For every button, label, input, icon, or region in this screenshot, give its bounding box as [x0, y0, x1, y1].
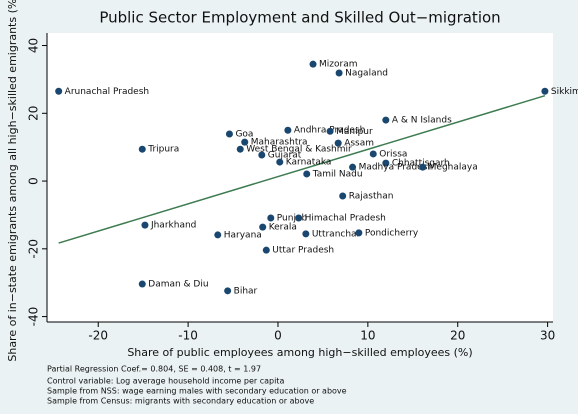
- point: [262, 246, 270, 254]
- point: [419, 163, 427, 171]
- point-label: Gujarat: [268, 150, 302, 160]
- point: [224, 287, 232, 295]
- point-label: Meghalaya: [429, 163, 478, 173]
- point-label: Assam: [344, 139, 374, 149]
- point-label: Goa: [235, 129, 253, 139]
- point: [355, 229, 363, 237]
- point-label: Madhya Pradesh: [359, 163, 434, 173]
- x-tick-label: 20: [450, 329, 465, 343]
- point: [214, 231, 222, 239]
- point: [236, 145, 244, 153]
- point: [541, 87, 549, 95]
- fit-line: [58, 94, 546, 244]
- point-label: Sikkim: [551, 87, 578, 97]
- point-label: Himachal Pradesh: [305, 213, 386, 223]
- point: [267, 214, 275, 222]
- point-label: Nagaland: [345, 68, 388, 78]
- point: [141, 221, 149, 229]
- point: [295, 214, 303, 222]
- y-tick-label: 20: [27, 106, 41, 121]
- note: Control variable: Log average household …: [47, 377, 284, 386]
- point: [303, 170, 311, 178]
- note: Partial Regression Coef.= 0.804, SE = 0.…: [47, 365, 261, 374]
- note: Sample from NSS: wage earning males with…: [47, 387, 347, 396]
- x-tick-label: 0: [274, 329, 282, 343]
- point: [382, 116, 390, 124]
- point-label: Uttranchal: [312, 229, 359, 239]
- point: [259, 223, 267, 231]
- point: [369, 150, 377, 158]
- point-label: Punjab: [277, 213, 308, 223]
- point: [309, 60, 317, 68]
- point-label: Maharashtra: [251, 138, 308, 148]
- y-axis-title: Share of in−state emigrants among all hi…: [6, 0, 19, 362]
- point-label: Karnataka: [286, 158, 332, 168]
- note: Sample from Census: migrants with second…: [47, 397, 314, 406]
- point: [258, 151, 266, 159]
- y-tick-label: 0: [27, 177, 41, 185]
- point: [334, 139, 342, 147]
- point: [284, 126, 292, 134]
- x-tick-label: -20: [88, 329, 108, 343]
- point-label: Kerala: [269, 223, 297, 233]
- point: [326, 127, 334, 135]
- point: [339, 192, 347, 200]
- point: [138, 145, 146, 153]
- point: [335, 69, 343, 77]
- point: [302, 230, 310, 238]
- point-label: Arunachal Pradesh: [65, 87, 149, 97]
- point-label: Haryana: [224, 230, 262, 240]
- point-label: A & N Islands: [392, 116, 452, 126]
- point: [225, 130, 233, 138]
- point-label: Jharkhand: [150, 221, 196, 231]
- point-label: Orissa: [379, 149, 407, 159]
- point: [138, 280, 146, 288]
- x-tick-label: 30: [540, 329, 555, 343]
- point-label: Uttar Pradesh: [272, 246, 334, 256]
- plot-area: [47, 33, 553, 322]
- point-label: Tamil Nadu: [312, 169, 363, 179]
- point: [349, 163, 357, 171]
- x-tick-label: 10: [360, 329, 375, 343]
- y-tick-label: 40: [27, 38, 41, 53]
- point: [276, 158, 284, 166]
- point-label: Pondicherry: [365, 228, 419, 238]
- x-axis-title: Share of public employees among high−ski…: [127, 346, 472, 359]
- point: [382, 159, 390, 167]
- point-label: West Bengal & Kashmir: [246, 145, 352, 155]
- point-label: Daman & Diu: [148, 280, 208, 290]
- point-label: Rajasthan: [349, 191, 394, 201]
- point-label: Tripura: [147, 145, 179, 155]
- point: [241, 138, 249, 146]
- y-tick-label: -20: [27, 239, 41, 259]
- y-tick-label: -40: [27, 307, 41, 327]
- chart-title: Public Sector Employment and Skilled Out…: [99, 9, 500, 27]
- point-label: Manipur: [336, 127, 373, 137]
- point-label: Chhattisgarh: [392, 159, 450, 169]
- point: [55, 87, 63, 95]
- x-tick-label: -10: [178, 329, 198, 343]
- point-label: Mizoram: [319, 60, 357, 70]
- point-label: Bihar: [234, 286, 258, 296]
